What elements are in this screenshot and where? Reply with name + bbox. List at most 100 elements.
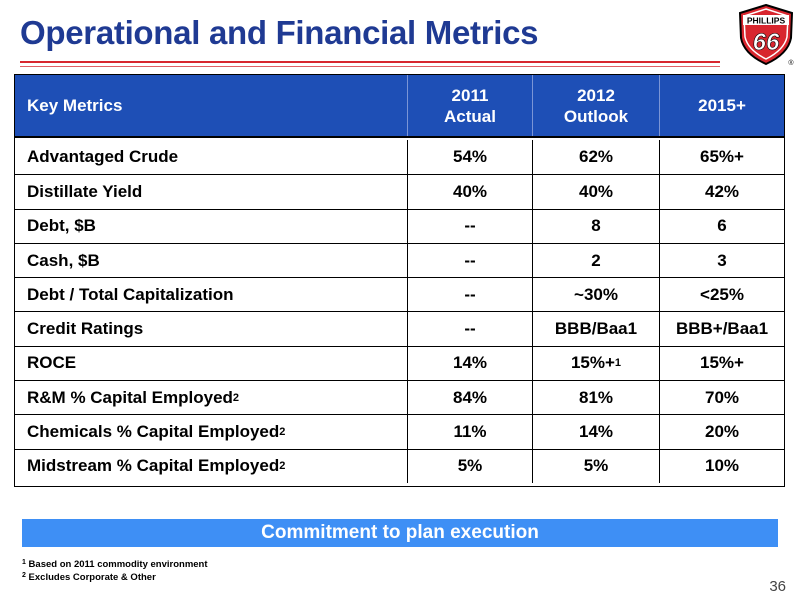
header-line: Outlook (563, 106, 629, 126)
value-cell-2012: 15%+ 1 (532, 346, 659, 381)
metric-value: -- (464, 216, 476, 236)
metric-label: Distillate Yield (27, 181, 143, 201)
metric-label-cell: Credit Ratings (15, 312, 407, 345)
value-cell-2015: 65%+ (659, 140, 784, 175)
metric-label-cell: Debt / Total Capitalization (15, 278, 407, 311)
metrics-table: Key Metrics 2011 Actual 2012 Outlook 2015+ Ad… (14, 74, 785, 487)
metric-value: 14% (452, 353, 488, 373)
value-cell-2015: 20% (659, 415, 784, 449)
value-cell-2012: 81% (532, 381, 659, 415)
value-cell-2011: 84% (407, 381, 532, 415)
title-rule (20, 61, 720, 63)
table-row: Cash, $B -- 2 3 (15, 242, 784, 278)
header-line: Key Metrics (27, 96, 123, 115)
header-cell-0: Key Metrics (15, 75, 407, 136)
value-cell-2011: -- (407, 312, 532, 346)
metric-label-cell: R&M % Capital Employed 2 (27, 387, 240, 407)
metric-value: 6 (717, 216, 727, 236)
table-row: Chemicals % Capital Employed 2 11% 14% 20% (15, 414, 784, 449)
table-row: Midstream % Capital Employed 2 5% 5% 10% (15, 448, 784, 483)
value-cell-2015: <25% (659, 278, 784, 312)
metric-value: BBB+/Baa1 (675, 319, 769, 339)
value-cell-2015: 10% (659, 449, 784, 483)
footnote-2: 2 Excludes Corporate & Other (22, 572, 156, 583)
metric-label: Midstream % Capital Employed (27, 456, 280, 476)
metric-value: -- (464, 284, 476, 304)
value-cell-2011: -- (407, 243, 532, 278)
phillips-66-shield-logo: PHILLIPS 66 ® (738, 4, 794, 66)
metric-label: Debt, $B (27, 216, 96, 236)
metric-value: 3 (717, 250, 727, 270)
value-cell-2015: 42% (659, 175, 784, 209)
table-row: Distillate Yield 40% 40% 42% (15, 174, 784, 209)
metric-value: 65%+ (700, 147, 744, 167)
metric-label-cell: Debt, $B (15, 210, 407, 243)
metric-value: 40% (578, 181, 614, 201)
header-line: 2012 (577, 85, 615, 105)
value-cell-2012: 8 (532, 209, 659, 243)
value-cell-2012: 5% (532, 449, 659, 483)
metric-value: 62% (578, 147, 614, 167)
registered-mark: ® (788, 59, 794, 66)
metric-value: 54% (452, 147, 488, 167)
metric-label-cell: Cash, $B (15, 244, 407, 277)
metric-label: ROCE (27, 353, 77, 373)
table-header-row: Key Metrics 2011 Actual 2012 Outlook 2015+ (15, 75, 784, 138)
value-cell-2012: 62% (532, 140, 659, 175)
value-cell-2011: 54% (407, 140, 532, 175)
table-row: Credit Ratings -- BBB/Baa1 BBB+/Baa1 (15, 311, 784, 346)
metric-value: 10% (704, 456, 740, 476)
header-cell-stack: Key Metrics (27, 95, 122, 116)
header-cell-2: 2012 Outlook (532, 75, 659, 136)
value-cell-2015: 3 (659, 243, 784, 278)
value-cell-2015: BBB+/Baa1 (659, 312, 784, 346)
metric-value: 8 (591, 216, 601, 236)
metric-value: ~30% (574, 284, 618, 304)
title-rule-thin (20, 66, 720, 67)
header-cell-3: 2015+ (659, 75, 784, 136)
header-line: Actual (444, 106, 496, 126)
metric-value: 42% (704, 181, 740, 201)
metric-label-cell: Chemicals % Capital Employed 2 (27, 422, 286, 442)
table-row: Debt, $B -- 8 6 (15, 208, 784, 243)
metric-value: 15%+ (700, 353, 744, 373)
header-cell-stack: 2011 Actual (444, 85, 496, 127)
metric-label: Debt / Total Capitalization (27, 284, 234, 304)
footnote-1-mark: 1 (22, 559, 26, 566)
header-line: 2011 (451, 85, 489, 105)
value-cell-2015: 15%+ (659, 346, 784, 381)
footnote-1: 1 Based on 2011 commodity environment (22, 559, 208, 570)
metric-value: -- (464, 319, 476, 339)
value-cell-2011: 5% (407, 449, 532, 483)
footnote-2-mark: 2 (22, 572, 26, 579)
value-cell-2011: 14% (407, 346, 532, 381)
page-title: Operational and Financial Metrics (20, 14, 539, 51)
value-cell-2012: 2 (532, 243, 659, 278)
value-cell-2012: BBB/Baa1 (532, 312, 659, 346)
metric-label-cell: ROCE (15, 347, 407, 380)
header-cell-1: 2011 Actual (407, 75, 532, 136)
value-cell-2012: 40% (532, 175, 659, 209)
header-line: 2015+ (698, 96, 746, 115)
metric-value: 20% (704, 422, 740, 442)
metric-value: 40% (452, 181, 488, 201)
metric-value: 11% (453, 422, 487, 442)
footnote-1-text: Based on 2011 commodity environment (28, 559, 208, 570)
metric-value: 70% (704, 387, 740, 407)
logo-number-text: 66 (753, 29, 780, 56)
value-cell-2011: 11% (407, 415, 532, 449)
table-row: Advantaged Crude 54% 62% 65%+ (15, 140, 784, 175)
value-cell-2011: -- (407, 278, 532, 312)
value-cell-2012: ~30% (532, 278, 659, 312)
table-row: ROCE 14% 15%+ 1 15%+ (15, 345, 784, 381)
metric-label-cell: Midstream % Capital Employed 2 (27, 456, 286, 476)
header-cell-stack: 2012 Outlook (564, 85, 628, 127)
table-body: Advantaged Crude 54% 62% 65%+ Distillate Yie… (15, 140, 784, 483)
table-row: Debt / Total Capitalization -- ~30% <25% (15, 277, 784, 312)
metric-value: <25% (700, 284, 744, 304)
metric-label-cell: Distillate Yield (15, 175, 407, 208)
value-cell-2011: -- (407, 209, 532, 243)
value-cell-2015: 6 (659, 209, 784, 243)
metric-label: Cash, $B (27, 250, 100, 270)
footnote-2-text: Excludes Corporate & Other (28, 572, 156, 583)
